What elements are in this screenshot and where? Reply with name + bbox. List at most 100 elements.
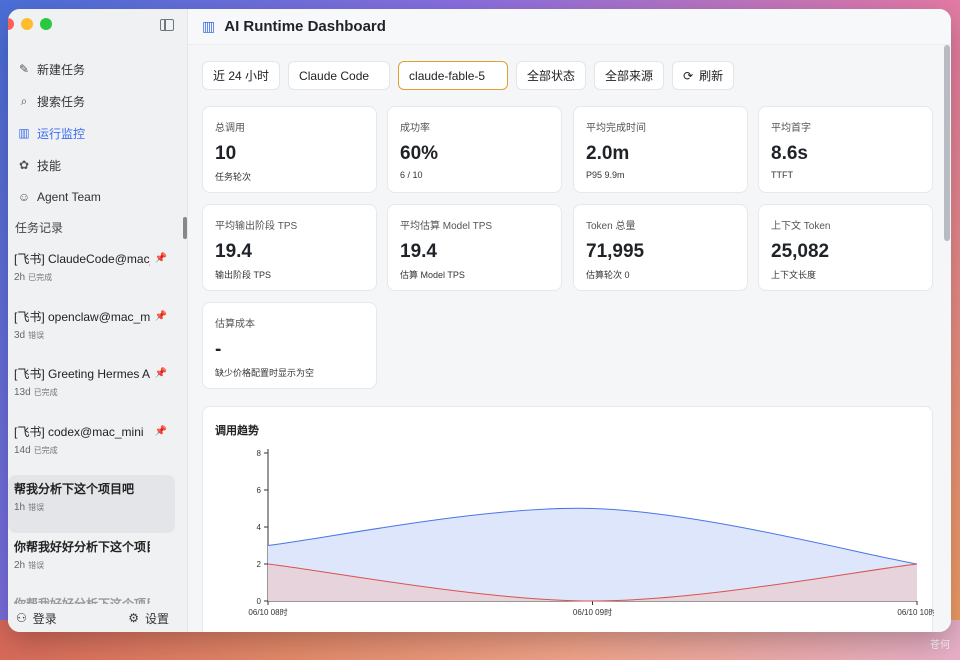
task-item[interactable]: [飞书] Greeting Hermes A 13d 已完成 📌 (8, 360, 183, 418)
metric-card-model-tps: 平均估算 Model TPS 19.4 估算 Model TPS (387, 204, 562, 291)
metric-sub: 6 / 10 (400, 170, 423, 180)
metric-card-success-rate: 成功率 60% 6 / 10 (387, 106, 562, 193)
pin-icon[interactable]: 📌 (154, 253, 167, 264)
task-status: 错误 (28, 503, 45, 512)
user-icon: ⚇ (16, 611, 27, 625)
trend-chart-card: 调用趋势 0 2 4 6 8 06/10 08时 06/10 09时 06/10 10时 (202, 406, 934, 632)
refresh-button[interactable]: ⟳ 刷新 (672, 61, 735, 90)
task-age: 14d (14, 444, 31, 456)
metric-sub: 缺少价格配置时显示为空 (215, 368, 315, 378)
task-age: 2h (14, 272, 26, 283)
close-window-button[interactable] (8, 18, 14, 30)
task-title: 你帮我好好分析下这个项目... (14, 539, 150, 554)
bar-chart-icon: ▥ (202, 18, 216, 34)
task-title: [飞书] openclaw@mac_mi (14, 309, 150, 324)
task-history-title: 任务记录 (15, 221, 64, 235)
metric-value: - (215, 339, 222, 360)
settings-label: 设置 (144, 611, 169, 626)
nav-new-task[interactable]: ✎ 新建任务 (14, 53, 181, 85)
task-item[interactable]: [飞书] codex@mac_mini 14d 已完成 📌 (8, 418, 183, 476)
refresh-label: 刷新 (699, 69, 724, 83)
metric-value: 8.6s (771, 143, 808, 164)
main-scrollbar[interactable] (944, 45, 950, 241)
pin-icon[interactable]: 📌 (154, 425, 167, 437)
metric-sub: 估算轮次 0 (586, 270, 630, 280)
login-button[interactable]: ⚇ 登录 (16, 610, 57, 627)
model-input[interactable]: claude-fable-5 (398, 61, 509, 90)
header: ▥ AI Runtime Dashboard (188, 9, 951, 45)
metric-card-ttft: 平均首字 8.6s TTFT (758, 106, 933, 193)
x-tick-label: 06/10 10时 (897, 607, 934, 617)
nav-label: 运行监控 (37, 126, 86, 141)
task-title: 帮我分析下这个项目吧 (14, 482, 135, 496)
task-item-selected[interactable]: 帮我分析下这个项目吧 1h 错误 (8, 475, 175, 533)
metric-label: 成功率 (400, 123, 430, 134)
sidebar-scrollbar[interactable] (183, 217, 187, 239)
sidebar: ✎ 新建任务 ⌕ 搜索任务 ▥ 运行监控 ✿ 技能 ☺ Agent Team 任… (8, 9, 188, 632)
metric-label: 上下文 Token (771, 221, 831, 232)
minimize-window-button[interactable] (21, 18, 33, 30)
settings-button[interactable]: ⚙ 设置 (128, 610, 169, 627)
metric-label: 平均输出阶段 TPS (215, 221, 298, 232)
metric-card-context-token: 上下文 Token 25,082 上下文长度 (758, 204, 933, 291)
metric-label: 估算成本 (215, 319, 255, 330)
metric-value: 2.0m (586, 143, 630, 164)
y-tick-label: 8 (257, 449, 262, 458)
nav-label: Agent Team (37, 190, 101, 204)
status-select[interactable]: 全部状态 (516, 61, 587, 90)
puzzle-icon: ✿ (18, 158, 30, 172)
trend-chart: 0 2 4 6 8 06/10 08时 06/10 09时 06/10 10时 (248, 449, 934, 617)
nav-search-task[interactable]: ⌕ 搜索任务 (14, 85, 181, 117)
sliders-icon: ⚙ (128, 611, 139, 625)
metric-sub: 上下文长度 (771, 270, 817, 280)
x-tick-label: 06/10 08时 (248, 607, 287, 617)
metric-label: 平均完成时间 (586, 123, 646, 134)
task-item[interactable]: [飞书] openclaw@mac_mi 3d 错误 📌 (8, 303, 183, 361)
series-line-1 (267, 563, 918, 602)
maximize-window-button[interactable] (40, 18, 52, 30)
y-tick-label: 4 (257, 523, 262, 532)
refresh-icon: ⟳ (683, 68, 694, 83)
metric-card-output-tps: 平均输出阶段 TPS 19.4 输出阶段 TPS (202, 204, 377, 291)
metric-card-estimated-cost: 估算成本 - 缺少价格配置时显示为空 (202, 302, 377, 389)
task-status: 已完成 (33, 445, 58, 455)
task-title: [飞书] codex@mac_mini (14, 424, 144, 439)
metric-label: Token 总量 (586, 221, 636, 232)
task-status: 已完成 (33, 388, 58, 397)
search-icon: ⌕ (20, 93, 28, 108)
watermark: 苍何 (930, 640, 950, 651)
x-tick-label: 06/10 09时 (573, 607, 612, 617)
metric-value: 25,082 (771, 241, 830, 262)
metric-sub: 估算 Model TPS (400, 270, 465, 280)
pin-icon[interactable]: 📌 (154, 310, 167, 322)
task-age: 3d (14, 329, 26, 341)
task-age: 2h (14, 559, 26, 571)
nav-skills[interactable]: ✿ 技能 (14, 149, 181, 181)
chart-title: 调用趋势 (215, 425, 259, 437)
metric-value: 60% (400, 143, 439, 164)
team-icon: ☺ (17, 190, 31, 204)
nav-label: 技能 (37, 158, 62, 173)
agent-select[interactable]: Claude Code (288, 61, 391, 90)
nav-agent-team[interactable]: ☺ Agent Team (14, 181, 181, 213)
nav-label: 新建任务 (37, 62, 86, 77)
metric-label: 平均估算 Model TPS (400, 221, 493, 232)
y-tick-label: 2 (257, 560, 262, 569)
nav-label: 搜索任务 (37, 94, 86, 109)
task-title: [飞书] Greeting Hermes A (14, 367, 150, 381)
time-range-select[interactable]: 近 24 小时 (202, 61, 281, 90)
metric-card-token-total: Token 总量 71,995 估算轮次 0 (573, 204, 748, 291)
login-label: 登录 (32, 611, 57, 626)
y-tick-label: 0 (257, 597, 262, 606)
sidebar-toggle-icon[interactable] (160, 19, 174, 31)
nav-runtime-monitor[interactable]: ▥ 运行监控 (14, 117, 181, 149)
bar-chart-icon: ▥ (18, 126, 30, 140)
task-age: 13d (14, 387, 31, 398)
task-status: 错误 (28, 330, 45, 340)
task-item[interactable]: [飞书] ClaudeCode@mac_ 2h 已完成 📌 (8, 245, 183, 303)
metric-value: 10 (215, 143, 237, 164)
source-select[interactable]: 全部来源 (594, 61, 665, 90)
pin-icon[interactable]: 📌 (154, 368, 167, 379)
main-content: ▥ AI Runtime Dashboard 近 24 小时 Claude Co… (188, 9, 951, 632)
